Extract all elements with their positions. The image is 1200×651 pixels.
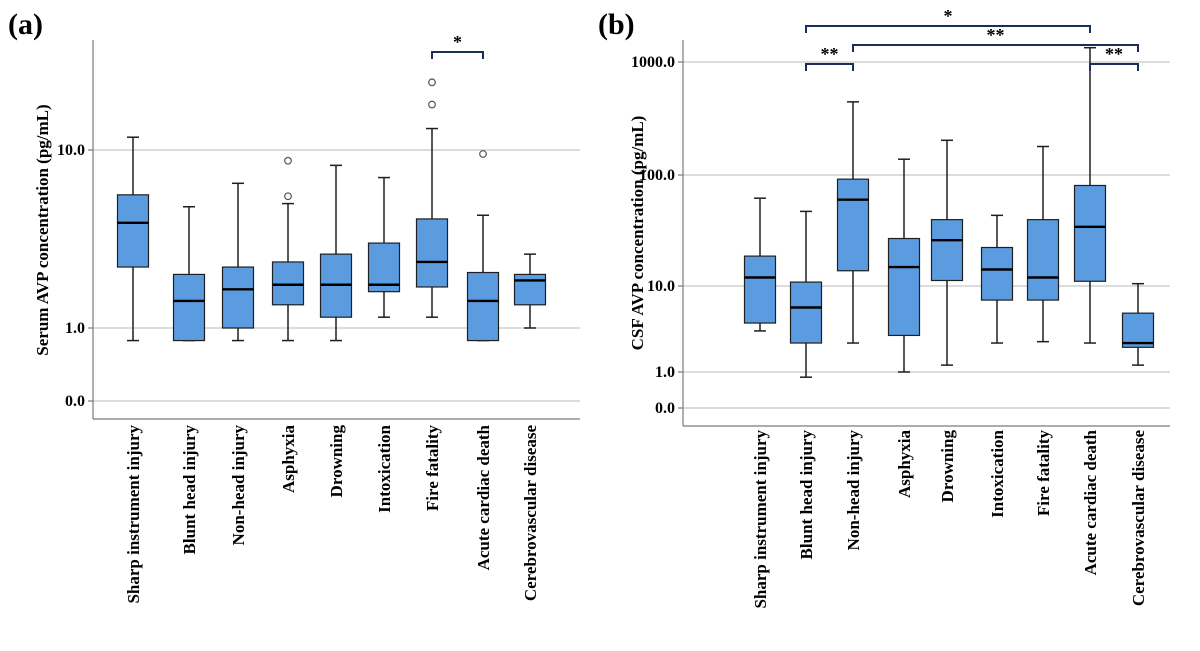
panel-a-acute-cardiac-death-outlier xyxy=(479,150,487,158)
panel-b-category-label: Intoxication xyxy=(988,429,1007,517)
panel-b-significance-bracket xyxy=(1089,63,1139,71)
panel-b-blunt-head-injury-box xyxy=(789,281,823,344)
panel-a-category-label: Intoxication xyxy=(375,424,394,512)
panel-a-label: (a) xyxy=(8,8,43,41)
panel-a-category-label: Acute cardiac death xyxy=(474,424,493,570)
panel-b-category-label: Asphyxia xyxy=(895,430,914,499)
panel-a-y-tick-label: 10.0 xyxy=(57,142,85,159)
panel-a-fire-fatality-outlier xyxy=(428,100,436,109)
panel-b-y-tick-label: 0.0 xyxy=(655,400,675,417)
panel-b-category-label: Cerebrovascular disease xyxy=(1129,430,1148,607)
panel-a-y-axis-title: Serum AVP concentration (pg/mL) xyxy=(33,104,52,355)
panel-a-significance-label: * xyxy=(453,32,462,52)
panel-b-sharp-instrument-injury-box xyxy=(743,255,777,324)
panel-b-significance-bracket xyxy=(852,44,1139,52)
panel-a-category-label: Sharp instrument injury xyxy=(124,425,143,604)
panel-a-asphyxia-outlier xyxy=(284,192,292,201)
panel-b-y-tick-label: 1.0 xyxy=(655,364,675,381)
panel-a-fire-fatality-box xyxy=(415,218,449,288)
panel-b-significance-bracket xyxy=(805,25,1091,33)
panel-b-acute-cardiac-death-box xyxy=(1073,184,1107,282)
panel-b-fire-fatality-box xyxy=(1026,219,1060,301)
panel-a-y-tick-label: 0.0 xyxy=(65,393,85,410)
panel-b-category-label: Non-head injury xyxy=(844,430,863,551)
panel-b-significance-label: * xyxy=(944,6,953,26)
panel-b-category-label: Sharp instrument injury xyxy=(751,430,770,609)
panel-b-y-axis-title: CSF AVP concentration (pg/mL) xyxy=(628,116,647,351)
panel-b-non-head-injury-box xyxy=(836,178,870,272)
panel-b-category-label: Drowning xyxy=(938,430,957,503)
panel-b-significance-label: ** xyxy=(1105,44,1123,64)
panel-a-asphyxia-box xyxy=(271,261,305,306)
panel-b-label: (b) xyxy=(598,8,635,41)
panel-a-significance-bracket xyxy=(431,51,484,59)
panel-a-category-label: Asphyxia xyxy=(279,425,298,494)
panel-b-category-label: Fire fatality xyxy=(1034,430,1053,517)
panel-a-category-label: Fire fatality xyxy=(423,425,442,512)
panel-a-y-tick-label: 1.0 xyxy=(65,320,85,337)
panel-b-y-tick-label: 1000.0 xyxy=(631,54,675,71)
panel-a-cerebrovascular-disease-box xyxy=(513,273,547,306)
panel-b-drowning-box xyxy=(930,219,964,282)
panel-b-category-label: Blunt head injury xyxy=(797,430,816,560)
panel-a-acute-cardiac-death-box xyxy=(466,271,500,342)
panel-b-significance-bracket xyxy=(805,63,854,71)
panel-a-category-label: Cerebrovascular disease xyxy=(521,425,540,602)
panel-b-asphyxia-box xyxy=(887,237,921,337)
panel-a-category-label: Non-head injury xyxy=(229,425,248,546)
panel-b-cerebrovascular-disease-box xyxy=(1121,312,1155,348)
panel-a-fire-fatality-outlier xyxy=(428,78,436,87)
panel-a-asphyxia-outlier xyxy=(284,156,292,165)
panel-b-y-tick-label: 10.0 xyxy=(647,278,675,295)
panel-a-non-head-injury-box xyxy=(221,266,255,329)
panel-a-category-label: Blunt head injury xyxy=(180,425,199,555)
panel-a-blunt-head-injury-box xyxy=(172,273,206,342)
panel-b-intoxication-box xyxy=(980,246,1014,301)
panel-a-sharp-instrument-injury-box xyxy=(116,194,150,268)
panel-b-significance-label: ** xyxy=(987,25,1005,45)
panel-b-significance-label: ** xyxy=(821,44,839,64)
panel-b-category-label: Acute cardiac death xyxy=(1081,429,1100,575)
panel-b-y-tick-label: 100.0 xyxy=(639,167,675,184)
panel-a-category-label: Drowning xyxy=(327,425,346,498)
